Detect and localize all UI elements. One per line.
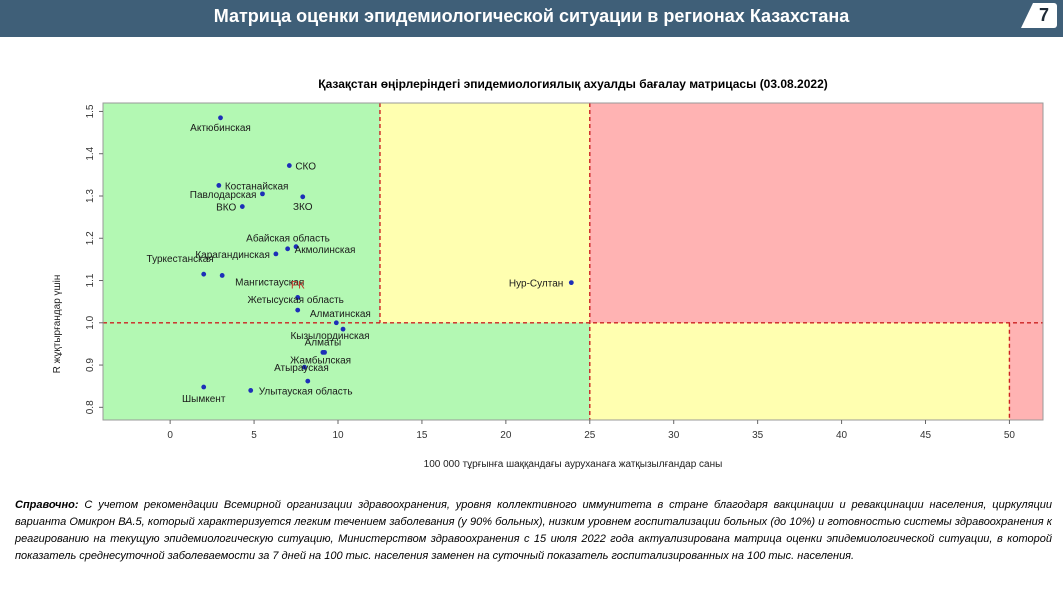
data-point [322,349,327,355]
y-axis: 0.8 0.9 1.0 1.1 1.2 1.3 1.4 1.5 [85,104,103,414]
y-tick-label: 0.9 [85,358,96,372]
zones [103,103,1043,420]
x-tick-label: 30 [668,430,680,441]
point-label: СКО [295,162,316,173]
point-label: Нур-Султан [509,279,563,290]
data-point [568,280,574,286]
zone-green-top [103,103,380,323]
data-point [295,295,301,300]
y-tick-label: 0.8 [85,400,96,414]
zone-yellow-bottom [589,322,1010,420]
point-label: РК [291,279,305,291]
point-label: Кызылординская [290,331,369,342]
point-label: Алматинская [310,309,371,320]
y-tick-label: 1.3 [85,189,96,203]
x-tick-label: 20 [500,430,512,441]
y-axis-label: R жұқтырғандар үшін [52,275,63,374]
data-point [295,307,301,313]
data-point [286,163,292,168]
x-tick-label: 5 [251,430,257,441]
reference-note: Справочно: С учетом рекомендации Всемирн… [15,497,1052,565]
plot-frame [102,102,1044,421]
point-label: Жамбылская [290,354,351,366]
epidemic-matrix-chart: Қазақстан өңірлеріндегі эпидемиологиялық… [52,77,1044,470]
slide-header: Матрица оценки эпидемиологической ситуац… [0,0,1063,37]
data-point [219,273,225,278]
x-tick-label: 35 [752,430,764,441]
point-label: Улытауская область [259,385,353,397]
data-point [218,115,223,121]
data-point [302,364,307,370]
point-label: Жетысуская область [248,294,344,306]
threshold-lines [103,103,1043,420]
y-tick-label: 1.2 [85,231,96,245]
point-label: Алматы [305,337,342,348]
data-point [239,204,245,209]
x-tick-label: 45 [920,430,932,441]
y-tick-label: 1.5 [85,104,96,118]
x-axis: 0 5 10 15 20 25 30 35 40 45 50 [167,420,1015,441]
data-point [333,320,339,326]
point-label: Павлодарская [190,190,257,201]
note-lead: Справочно: [15,499,79,511]
data-point [216,183,222,188]
page-number: 7 [1038,5,1049,25]
y-tick-label: 1.1 [85,273,96,287]
x-tick-label: 0 [167,430,173,441]
note-text: С учетом рекомендации Всемирной организа… [15,499,1052,562]
chart-title: Қазақстан өңірлеріндегі эпидемиологиялық… [318,77,828,91]
x-tick-label: 10 [332,430,344,441]
point-label: ЗКО [293,202,313,213]
point-label: Мангистауская [235,277,304,288]
x-tick-label: 40 [836,430,848,441]
data-point [300,194,306,200]
data-point [305,378,311,384]
point-label: Шымкент [182,394,226,405]
data-point [340,326,346,332]
slide-title: Матрица оценки эпидемиологической ситуац… [213,6,850,26]
point-label: Карагандинская [195,250,270,261]
point-label: Туркестанская [147,254,214,265]
data-point [248,388,254,393]
point-label: Акмолинская [295,245,356,256]
point-label: Актюбинская [190,122,251,134]
zone-yellow-top [379,103,590,323]
data-point [201,384,207,390]
point-label: Абайская область [246,233,330,245]
point-label: Костанайская [225,181,289,192]
x-tick-label: 25 [584,430,596,441]
y-tick-label: 1.0 [85,315,96,329]
data-point [260,191,265,197]
x-tick-label: 15 [416,430,428,441]
y-tick-label: 1.4 [85,146,96,160]
zone-green-bottom [103,322,590,420]
data-point [201,271,207,277]
data-point [285,246,291,252]
data-point [273,251,279,257]
data-point [293,244,299,250]
x-axis-label: 100 000 тұрғынға шаққандағы ауруханаға ж… [424,459,723,470]
point-label: Атырауская [274,363,329,374]
x-tick-label: 50 [1004,430,1016,441]
point-label: ВКО [216,203,236,214]
